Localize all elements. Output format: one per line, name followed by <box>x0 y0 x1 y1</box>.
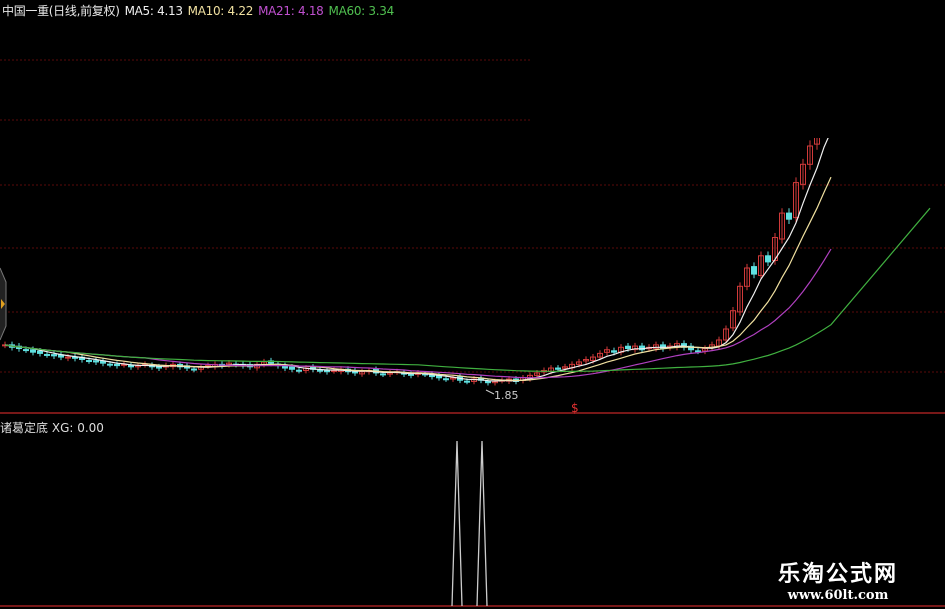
candle-body <box>317 369 323 372</box>
candle-body <box>485 380 491 384</box>
ma60-value: MA60: 3.34 <box>328 4 395 18</box>
candle-body <box>737 285 743 313</box>
candle-body <box>597 352 603 358</box>
candle-body <box>695 350 701 353</box>
candle-body <box>653 344 659 349</box>
candle-body <box>744 267 750 287</box>
watermark-url: www.60lt.com <box>787 588 889 603</box>
watermark: 乐淘公式网 www.60lt.com <box>778 556 898 603</box>
candle-body <box>807 145 813 165</box>
ma5-value: MA5: 4.13 <box>124 4 183 18</box>
candle-body <box>408 373 414 376</box>
candle-body <box>534 372 540 376</box>
signal-mark: $ <box>571 401 579 415</box>
candle-body <box>107 363 113 366</box>
stock-title: 中国一重(日线,前复权) <box>2 4 120 18</box>
candle-body <box>611 350 617 353</box>
candle-body <box>464 380 470 383</box>
candle-body <box>296 369 302 372</box>
candle-body <box>380 373 386 376</box>
low-price-label: 1.85 <box>494 389 519 402</box>
candle-body <box>289 366 295 370</box>
candle-body <box>786 212 792 220</box>
candle-body <box>800 163 806 185</box>
xg-signal-spike <box>476 440 488 607</box>
candle-body <box>765 255 771 263</box>
indicator-title: 诸葛定底 <box>0 421 49 435</box>
candle-body <box>65 356 71 359</box>
candle-body <box>688 345 694 351</box>
candle-body <box>555 367 561 370</box>
ma21-line <box>4 248 832 379</box>
candle-body <box>156 366 162 369</box>
xg-value: XG: 0.00 <box>51 421 104 435</box>
ma5-line <box>4 138 829 382</box>
candle-body <box>730 310 736 329</box>
candle-body <box>51 354 57 357</box>
expand-arrow-icon <box>1 299 5 309</box>
candle-body <box>751 266 757 275</box>
candle-body <box>44 353 50 356</box>
candle-body <box>86 360 92 363</box>
candle-body <box>590 356 596 362</box>
ma60-line <box>4 207 931 372</box>
candle-body <box>114 363 120 367</box>
candle-body <box>37 350 43 354</box>
candle-body <box>829 103 834 115</box>
candle-body <box>723 328 729 341</box>
candle-body <box>660 344 666 350</box>
candle-body <box>576 361 582 365</box>
plot-area <box>2 103 931 386</box>
candle-body <box>583 359 589 362</box>
candle-body <box>604 349 610 353</box>
candle-body <box>450 377 456 380</box>
low-pointer <box>485 389 495 395</box>
indicator-header: 诸葛定底 XG: 0.00 <box>0 419 104 436</box>
ma10-line <box>4 176 832 381</box>
candle-body <box>30 349 36 353</box>
ma10-value: MA10: 4.22 <box>187 4 254 18</box>
candle-body <box>443 378 449 381</box>
xg-signal-spike <box>451 440 463 607</box>
watermark-title: 乐淘公式网 <box>778 561 899 587</box>
ma21-value: MA21: 4.18 <box>258 4 324 18</box>
candle-body <box>191 368 197 371</box>
candle-body <box>758 255 764 276</box>
candle-body <box>562 366 568 369</box>
candle-body <box>324 369 330 373</box>
candle-body <box>793 182 799 219</box>
candle-body <box>625 345 631 350</box>
chart-header: 中国一重(日线,前复权) MA5: 4.13 MA10: 4.22 MA21: 4.1… <box>2 2 399 19</box>
candle-body <box>814 138 820 145</box>
candle-body <box>779 212 785 240</box>
candle-body <box>93 360 99 363</box>
candle-body <box>822 116 827 130</box>
candle-body <box>632 345 638 351</box>
candle-body <box>23 349 29 352</box>
